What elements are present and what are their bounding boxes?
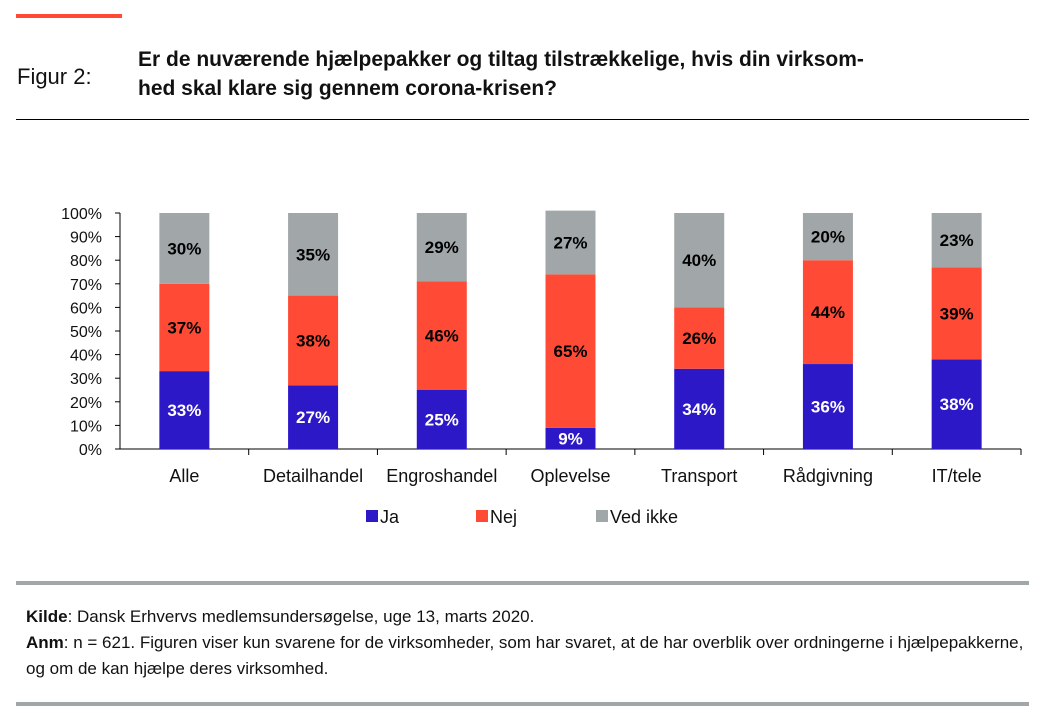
value-label: 38% bbox=[940, 395, 974, 414]
y-tick-label: 100% bbox=[61, 206, 102, 223]
y-tick-label: 20% bbox=[70, 395, 102, 412]
value-label: 39% bbox=[940, 304, 974, 323]
y-tick-label: 70% bbox=[70, 277, 102, 294]
bar-segment-nej bbox=[545, 274, 596, 428]
footer-top-divider bbox=[16, 581, 1029, 585]
legend-label: Nej bbox=[490, 507, 517, 527]
value-label: 38% bbox=[296, 331, 330, 350]
value-label: 36% bbox=[811, 398, 845, 417]
bar-segment-ved-ikke bbox=[288, 213, 339, 296]
bar-segment-ja bbox=[802, 364, 853, 449]
value-label: 27% bbox=[296, 408, 330, 427]
y-tick-label: 10% bbox=[70, 418, 102, 435]
legend: Ja Nej Ved ikke bbox=[366, 507, 678, 527]
x-category-label: Oplevelse bbox=[530, 466, 610, 486]
legend-label: Ja bbox=[380, 507, 400, 527]
legend-item-nej: Nej bbox=[476, 507, 517, 527]
y-tick-label: 90% bbox=[70, 230, 102, 247]
value-label: 65% bbox=[553, 342, 587, 361]
x-category-label: Engroshandel bbox=[386, 466, 497, 486]
footer-notes: Kilde: Dansk Erhvervs medlemsundersøgels… bbox=[26, 604, 1031, 682]
x-category-label: Transport bbox=[661, 466, 737, 486]
value-label: 25% bbox=[425, 411, 459, 430]
x-category-label: IT/tele bbox=[932, 466, 982, 486]
legend-item-ja: Ja bbox=[366, 507, 400, 527]
figure-title: Er de nuværende hjælpepakker og tiltag t… bbox=[138, 45, 1028, 103]
value-label: 44% bbox=[811, 303, 845, 322]
y-tick-label: 40% bbox=[70, 348, 102, 365]
bar-segment-nej bbox=[931, 267, 982, 360]
y-tick-label: 60% bbox=[70, 300, 102, 317]
bar-segment-ved-ikke bbox=[674, 213, 725, 308]
footer-bottom-divider bbox=[16, 702, 1029, 706]
accent-bar bbox=[16, 14, 122, 18]
bar-segment-ved-ikke bbox=[802, 213, 853, 261]
y-axis: 0% 10% 20% 30% 40% 50% 60% 70% 80% 90% 100% bbox=[61, 206, 121, 459]
source-label: Kilde bbox=[26, 607, 68, 626]
value-label: 26% bbox=[682, 329, 716, 348]
value-label: 23% bbox=[940, 231, 974, 250]
bar-segment-ved-ikke bbox=[416, 213, 467, 282]
bar-segment-ja bbox=[931, 359, 982, 449]
x-category-label: Alle bbox=[169, 466, 199, 486]
bar-segment-nej bbox=[159, 283, 210, 372]
figure-title-line-2: hed skal klare sig gennem corona-krisen? bbox=[138, 77, 557, 100]
value-label: 40% bbox=[682, 251, 716, 270]
value-label: 46% bbox=[425, 327, 459, 346]
source-text: : Dansk Erhvervs medlemsundersøgelse, ug… bbox=[67, 607, 535, 626]
x-axis: Alle Detailhandel Engroshandel Oplevelse Tra… bbox=[120, 448, 1022, 486]
value-label: 30% bbox=[167, 239, 201, 258]
figure-label: Figur 2: bbox=[17, 64, 92, 89]
value-label: 27% bbox=[553, 234, 587, 253]
value-label: 29% bbox=[425, 238, 459, 257]
stacked-bar-chart: 0% 10% 20% 30% 40% 50% 60% 70% 80% 90% 100% Alle De… bbox=[61, 206, 1022, 527]
bar-segment-nej bbox=[416, 281, 467, 390]
note-label: Anm bbox=[26, 633, 64, 652]
value-label: 35% bbox=[296, 245, 330, 264]
value-label: 9% bbox=[558, 429, 583, 448]
legend-item-ved-ikke: Ved ikke bbox=[596, 507, 678, 527]
bar-segment-ja bbox=[416, 390, 467, 449]
bar-segment-ved-ikke bbox=[159, 213, 210, 284]
legend-swatch bbox=[476, 510, 488, 522]
y-tick-label: 30% bbox=[70, 371, 102, 388]
bar-segment-ja bbox=[545, 427, 596, 449]
note-text: : n = 621. Figuren viser kun svarene for… bbox=[26, 633, 1024, 678]
value-label: 34% bbox=[682, 400, 716, 419]
figure-title-line-1: Er de nuværende hjælpepakker og tiltag t… bbox=[138, 48, 864, 71]
bar-segment-nej bbox=[802, 260, 853, 365]
legend-label: Ved ikke bbox=[610, 507, 678, 527]
title-divider bbox=[16, 119, 1029, 120]
value-labels: 33% 37% 30% 27% 38% 35% 25% 46% 29% 9% 65% 27% 34% 26… bbox=[167, 228, 973, 449]
value-label: 33% bbox=[167, 401, 201, 420]
legend-swatch bbox=[366, 510, 378, 522]
y-tick-label: 50% bbox=[70, 324, 102, 341]
y-tick-label: 0% bbox=[79, 442, 102, 459]
y-tick-label: 80% bbox=[70, 253, 102, 270]
bar-segment-ved-ikke bbox=[931, 213, 982, 268]
bar-segment-nej bbox=[288, 295, 339, 386]
bar-segment-ja bbox=[159, 371, 210, 449]
value-label: 20% bbox=[811, 228, 845, 247]
bar-segment-ved-ikke bbox=[545, 210, 596, 275]
x-category-label: Rådgivning bbox=[783, 466, 873, 486]
bar-segment-nej bbox=[674, 307, 725, 369]
bars bbox=[159, 210, 982, 449]
source-line: Kilde: Dansk Erhvervs medlemsundersøgels… bbox=[26, 604, 1031, 630]
x-category-label: Detailhandel bbox=[263, 466, 363, 486]
value-label: 37% bbox=[167, 318, 201, 337]
bar-segment-ja bbox=[288, 385, 339, 449]
note-line: Anm: n = 621. Figuren viser kun svarene … bbox=[26, 630, 1031, 682]
legend-swatch bbox=[596, 510, 608, 522]
bar-segment-ja bbox=[674, 368, 725, 449]
